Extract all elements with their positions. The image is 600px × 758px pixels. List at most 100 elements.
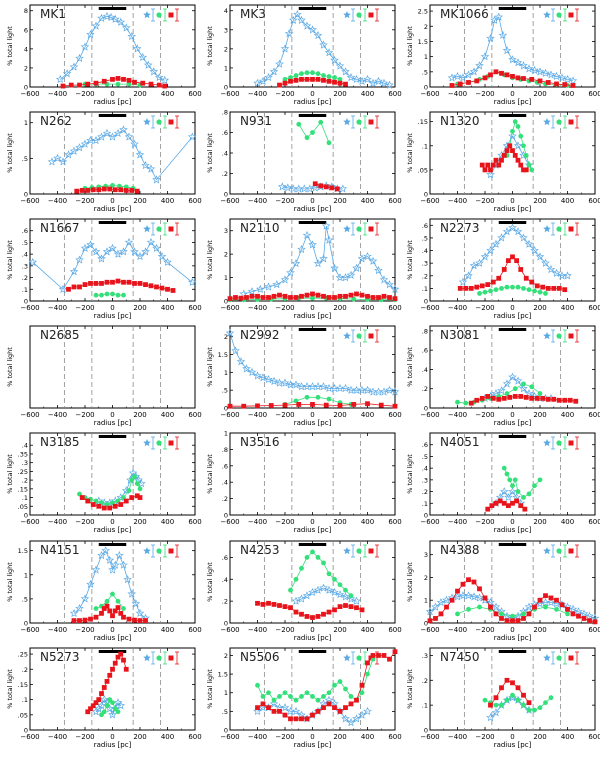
data-point-star xyxy=(280,378,290,387)
y-tick-label: .1 xyxy=(422,285,428,293)
data-point-square xyxy=(115,605,121,610)
data-point-star xyxy=(305,184,315,193)
data-point-square xyxy=(271,708,277,714)
data-point-circle xyxy=(115,81,121,87)
data-point-square xyxy=(365,401,370,407)
legend-circle-icon xyxy=(156,440,162,446)
y-axis-label: % total light xyxy=(206,347,214,387)
data-point-square xyxy=(123,188,129,193)
legend-circle-icon xyxy=(556,333,562,339)
data-point-star xyxy=(352,596,361,605)
y-axis-label: % total light xyxy=(406,669,414,709)
y-tick-label: .6 xyxy=(22,227,28,235)
data-point-star xyxy=(458,73,468,82)
data-point-circle xyxy=(501,465,507,471)
data-point-square xyxy=(540,395,546,401)
data-point-square xyxy=(438,611,444,617)
data-point-star xyxy=(291,380,301,389)
data-point-square xyxy=(488,702,493,708)
data-point-star xyxy=(86,240,95,249)
data-point-star xyxy=(480,595,490,604)
y-tick-label: .5 xyxy=(422,234,428,242)
data-point-square xyxy=(343,293,348,299)
y-tick-label: 0 xyxy=(24,620,28,628)
x-tick-label: 0 xyxy=(510,518,514,526)
x-tick-label: 400 xyxy=(161,626,174,634)
data-point-square xyxy=(365,293,370,299)
panel-mk1: −600 −400 −200 0 200 400 600 0 2 4 6 8 radius [pc] % … xyxy=(6,4,202,106)
data-point-star xyxy=(552,268,561,277)
y-tick-label: .4 xyxy=(422,247,428,255)
data-point-square xyxy=(126,77,132,83)
x-tick-label: 0 xyxy=(110,518,114,526)
y-axis-label: % total light xyxy=(206,669,214,709)
data-point-star xyxy=(75,143,84,152)
data-point-square xyxy=(510,618,515,624)
data-point-circle xyxy=(504,391,510,396)
y-tick-label: 3 xyxy=(224,227,228,235)
data-point-circle xyxy=(532,288,537,294)
data-point-square xyxy=(304,716,310,722)
data-point-square xyxy=(310,76,315,82)
data-point-square xyxy=(99,610,104,616)
data-point-star xyxy=(352,714,361,723)
legend-square-icon xyxy=(168,226,174,232)
data-point-star xyxy=(308,587,317,597)
data-point-circle xyxy=(332,75,337,80)
data-point-square xyxy=(545,80,551,85)
x-axis-label: radius [pc] xyxy=(494,205,532,213)
data-point-square xyxy=(326,701,332,707)
data-point-square xyxy=(112,608,118,614)
data-point-square xyxy=(507,143,513,149)
y-tick-label: .6 xyxy=(222,462,228,470)
data-point-square xyxy=(277,603,282,608)
x-tick-label: 0 xyxy=(310,626,314,634)
data-point-star xyxy=(308,240,317,249)
y-axis-label: % total light xyxy=(206,562,214,602)
data-point-square xyxy=(126,279,132,285)
data-point-square xyxy=(518,162,524,168)
data-point-star xyxy=(116,701,126,710)
data-point-circle xyxy=(293,73,299,78)
data-point-circle xyxy=(121,292,126,298)
data-point-star xyxy=(123,575,132,584)
x-tick-label: −200 xyxy=(75,518,94,526)
data-point-star xyxy=(491,239,501,248)
x-tick-label: −600 xyxy=(220,197,239,205)
data-point-circle xyxy=(512,386,518,392)
data-point-circle xyxy=(510,613,515,619)
data-point-square xyxy=(370,653,376,658)
x-tick-label: −200 xyxy=(475,90,494,98)
data-point-star xyxy=(105,555,115,564)
data-point-star xyxy=(75,604,84,613)
x-tick-label: −200 xyxy=(75,90,94,98)
data-point-circle xyxy=(129,477,135,483)
y-tick-label: .2 xyxy=(222,495,228,503)
data-point-star xyxy=(363,74,372,84)
data-point-square xyxy=(299,611,304,617)
data-point-square xyxy=(532,604,537,610)
data-point-star xyxy=(255,284,265,293)
scale-bar xyxy=(298,543,327,546)
data-point-square xyxy=(479,395,485,401)
data-point-star xyxy=(357,710,367,719)
data-point-star xyxy=(546,70,556,79)
data-point-square xyxy=(88,281,93,286)
data-point-square xyxy=(110,76,115,82)
x-tick-label: 0 xyxy=(510,197,514,205)
data-point-square xyxy=(482,595,488,601)
scale-bar xyxy=(298,114,327,117)
data-point-square xyxy=(159,285,165,291)
data-point-square xyxy=(359,292,365,298)
data-point-star xyxy=(108,132,117,141)
data-point-star xyxy=(75,53,84,63)
data-point-square xyxy=(126,616,132,622)
x-tick-label: 400 xyxy=(361,304,374,312)
y-tick-label: .5 xyxy=(22,239,28,247)
data-point-star xyxy=(86,579,95,589)
x-tick-label: 0 xyxy=(110,733,114,741)
legend-star-icon xyxy=(543,118,551,126)
data-point-star xyxy=(154,72,164,82)
data-point-square xyxy=(474,78,480,84)
